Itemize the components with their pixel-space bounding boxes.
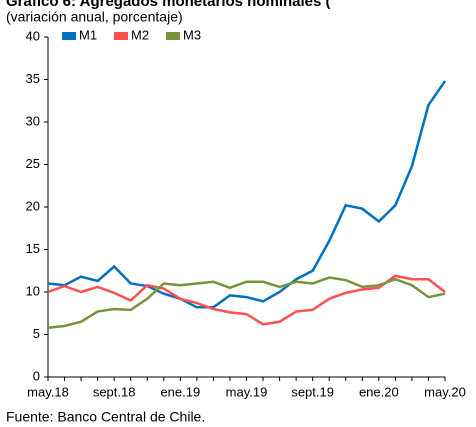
series-line (47, 274, 446, 326)
y-tick-label: 25 (26, 156, 40, 171)
y-tick-label: 35 (26, 71, 40, 86)
legend-label: M2 (131, 27, 149, 42)
legend-swatch (114, 32, 128, 40)
y-tick-label: 5 (33, 326, 40, 341)
legend-label: M3 (183, 27, 201, 42)
y-tick-label: 15 (26, 241, 40, 256)
series-line (47, 276, 446, 329)
y-tick-label: 20 (26, 198, 40, 213)
series-line (47, 80, 447, 309)
x-tick-label: ene.20 (359, 384, 399, 399)
y-tick-label: 40 (26, 28, 40, 43)
x-tick-label: ene.19 (160, 384, 200, 399)
chart-title: Gráfico 6: Agregados monetarios nominale… (6, 0, 331, 10)
legend-swatch (166, 32, 180, 40)
y-tick-label: 30 (26, 113, 40, 128)
chart-subtitle: (variación anual, porcentaje) (6, 9, 183, 25)
y-tick-label: 0 (33, 368, 40, 383)
source: Fuente: Banco Central de Chile. (6, 409, 205, 425)
x-tick-label: sept.18 (93, 384, 136, 399)
x-tick-label: may.20 (424, 384, 466, 399)
legend-label: M1 (79, 27, 97, 42)
x-tick-label: sept.19 (291, 384, 334, 399)
x-tick-label: may.18 (27, 384, 69, 399)
y-tick-label: 10 (26, 283, 40, 298)
x-tick-label: may.19 (226, 384, 268, 399)
legend-swatch (62, 32, 76, 40)
